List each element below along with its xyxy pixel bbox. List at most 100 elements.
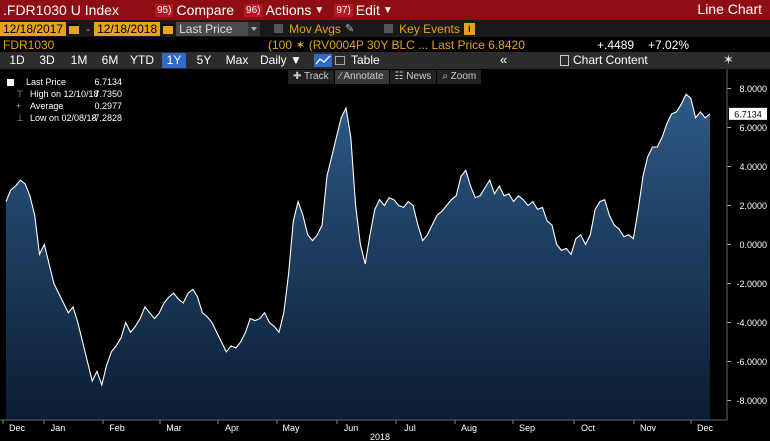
actions-menu-label: Actions bbox=[265, 2, 312, 18]
legend-label: High on 12/10/18 bbox=[30, 89, 99, 99]
range-5y[interactable]: 5Y bbox=[196, 53, 212, 67]
x-tick-label: Jan bbox=[51, 423, 66, 433]
legend-value: 0.2977 bbox=[94, 101, 122, 111]
x-tick-label: Sep bbox=[519, 423, 535, 433]
range-3d[interactable]: 3D bbox=[39, 53, 55, 67]
date-separator: - bbox=[86, 21, 91, 36]
y-tick-label: 4.0000 bbox=[739, 162, 767, 172]
range-max[interactable]: Max bbox=[225, 53, 249, 67]
calendar-icon[interactable] bbox=[163, 23, 174, 34]
range-1y[interactable]: 1Y bbox=[162, 53, 186, 68]
compare-menu[interactable]: 95) Compare bbox=[155, 2, 234, 18]
x-tick-label: Aug bbox=[461, 423, 477, 433]
y-tick-label: -4.0000 bbox=[736, 318, 767, 328]
x-tick-label: May bbox=[282, 423, 300, 433]
legend-row-average: + Average 0.2977 bbox=[4, 101, 122, 112]
edit-menu[interactable]: 97) Edit ▼ bbox=[334, 2, 393, 18]
table-view-button[interactable]: Table bbox=[351, 53, 380, 67]
legend-value: 6.7134 bbox=[94, 77, 122, 87]
legend-row-last-price: Last Price 6.7134 bbox=[4, 77, 122, 88]
pencil-icon[interactable]: ✎ bbox=[344, 23, 355, 35]
chart-content-button[interactable]: Chart Content bbox=[573, 53, 648, 67]
zoom-tool[interactable]: ⌕ Zoom bbox=[437, 70, 483, 84]
chart-area[interactable]: 8.0000 6.0000 4.0000 2.0000 0.0000 -2.0000 -4.… bbox=[0, 69, 770, 441]
legend-swatch bbox=[7, 79, 14, 86]
range-1d[interactable]: 1D bbox=[9, 53, 25, 67]
chevron-down-icon: ▼ bbox=[382, 4, 393, 16]
y-tick-label: 6.0000 bbox=[739, 123, 767, 133]
range-6m[interactable]: 6M bbox=[101, 53, 119, 67]
low-marker-icon: ⊥ bbox=[16, 113, 24, 123]
y-tick-label: 8.0000 bbox=[739, 84, 767, 94]
y-tick-label: -2.0000 bbox=[736, 279, 767, 289]
percent-change: +7.02% bbox=[648, 38, 690, 52]
edit-menu-number: 97) bbox=[334, 3, 353, 17]
date-toolbar: 12/18/2017 - 12/18/2018 Last Price Mov A… bbox=[0, 20, 770, 37]
compare-menu-label: Compare bbox=[176, 2, 235, 18]
gear-icon[interactable]: ✶ bbox=[723, 52, 734, 67]
x-tick-label: Apr bbox=[225, 423, 239, 433]
start-date-field[interactable]: 12/18/2017 bbox=[0, 21, 67, 36]
info-icon[interactable]: i bbox=[463, 22, 475, 35]
x-tick-label: Oct bbox=[581, 423, 596, 433]
legend-value: -7.2828 bbox=[91, 113, 122, 123]
y-tick-label: -8.0000 bbox=[736, 396, 767, 406]
frequency-select[interactable]: Daily ▼ bbox=[260, 53, 302, 67]
price-field-select[interactable]: Last Price bbox=[176, 21, 249, 36]
security-code: FDR1030 bbox=[3, 38, 55, 52]
legend-value: 7.7350 bbox=[94, 89, 122, 99]
annotate-tool[interactable]: ∕ Annotate bbox=[334, 70, 390, 84]
legend-row-low: ⊥ Low on 02/08/18 -7.2828 bbox=[4, 113, 122, 124]
mov-avgs-checkbox[interactable] bbox=[274, 24, 284, 33]
calendar-icon[interactable] bbox=[69, 23, 80, 34]
chart-legend: Last Price 6.7134 ⊤ High on 12/10/18 7.7… bbox=[4, 74, 122, 128]
edit-menu-label: Edit bbox=[355, 2, 380, 18]
range-1m[interactable]: 1M bbox=[70, 53, 88, 67]
y-tick-label: 0.0000 bbox=[739, 240, 767, 250]
average-marker-icon: + bbox=[16, 101, 22, 111]
range-toolbar: 1D 3D 1M 6M YTD 1Y 5Y Max Daily ▼ Table … bbox=[0, 52, 770, 69]
high-marker-icon: ⊤ bbox=[16, 89, 24, 99]
x-tick-label: Jun bbox=[344, 423, 359, 433]
legend-row-high: ⊤ High on 12/10/18 7.7350 bbox=[4, 89, 122, 100]
chart-content-icon bbox=[560, 55, 569, 66]
last-value-badge bbox=[729, 107, 767, 120]
track-tool[interactable]: ✚ Track bbox=[288, 70, 335, 84]
range-ytd[interactable]: YTD bbox=[130, 53, 154, 67]
y-axis-panel bbox=[727, 69, 770, 420]
actions-menu[interactable]: 96) Actions ▼ bbox=[244, 2, 324, 18]
price-chart[interactable]: 8.0000 6.0000 4.0000 2.0000 0.0000 -2.0000 -4.… bbox=[0, 69, 770, 441]
legend-label: Low on 02/08/18 bbox=[30, 113, 97, 123]
end-date-field[interactable]: 12/18/2018 bbox=[94, 21, 161, 36]
x-tick-label: Jul bbox=[404, 423, 416, 433]
compare-menu-number: 95) bbox=[155, 3, 174, 17]
x-tick-label: Mar bbox=[166, 423, 182, 433]
series-line bbox=[5, 93, 711, 387]
x-tick-label: Dec bbox=[9, 423, 26, 433]
x-tick-label: Nov bbox=[640, 423, 657, 433]
last-value-label: 6.7134 bbox=[734, 109, 762, 119]
security-description: (100 ✶ (RV0004P 30Y BLC ... Last Price 6… bbox=[268, 38, 525, 52]
news-tool[interactable]: ☷ News bbox=[390, 70, 438, 84]
title-bar: .FDR1030 U Index 95) Compare 96) Actions… bbox=[0, 0, 770, 20]
actions-menu-number: 96) bbox=[244, 3, 263, 17]
mov-avgs-label[interactable]: Mov Avgs bbox=[289, 21, 341, 36]
series-area bbox=[6, 94, 710, 421]
security-info-bar: FDR1030 (100 ✶ (RV0004P 30Y BLC ... Last… bbox=[0, 37, 770, 52]
y-tick-label: 2.0000 bbox=[739, 201, 767, 211]
x-tick-label: Feb bbox=[109, 423, 125, 433]
chevron-down-icon[interactable] bbox=[248, 21, 261, 36]
view-title: Line Chart bbox=[697, 1, 762, 17]
y-tick-label: -6.0000 bbox=[736, 357, 767, 367]
table-icon[interactable] bbox=[335, 56, 345, 65]
line-chart-icon[interactable] bbox=[314, 54, 332, 67]
security-ticker[interactable]: .FDR1030 U Index bbox=[3, 2, 119, 18]
legend-label: Last Price bbox=[26, 77, 67, 87]
chevron-down-icon: ▼ bbox=[314, 4, 325, 16]
chart-tools: ✚ Track ∕ Annotate ☷ News ⌕ Zoom bbox=[288, 70, 483, 84]
legend-label: Average bbox=[30, 101, 64, 111]
key-events-label[interactable]: Key Events bbox=[399, 21, 460, 36]
x-tick-label: Dec bbox=[697, 423, 714, 433]
key-events-checkbox[interactable] bbox=[384, 24, 394, 33]
collapse-chevron-icon[interactable]: « bbox=[500, 52, 508, 67]
